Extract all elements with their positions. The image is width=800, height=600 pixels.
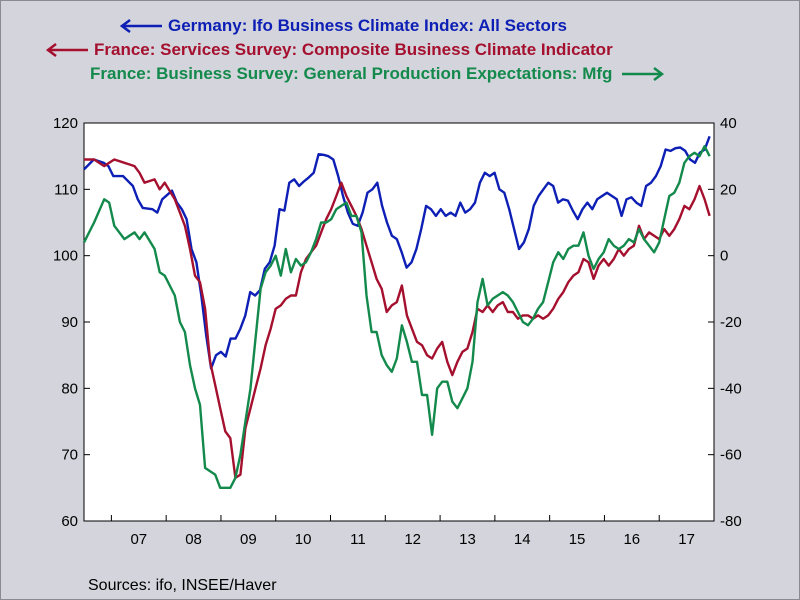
legend-item-france-services: France: Services Survey: Composite Busin… — [46, 39, 613, 61]
x-axis-tick-label: 15 — [569, 531, 586, 548]
left-axis-tick-label: 60 — [61, 513, 78, 530]
x-axis-tick-label: 16 — [623, 531, 640, 548]
left-axis-tick-label: 110 — [54, 181, 78, 198]
x-axis-tick-label: 17 — [678, 531, 695, 548]
right-axis-tick-label: 20 — [720, 181, 737, 198]
legend-item-france-mfg: France: Business Survey: General Product… — [90, 63, 665, 85]
legend-item-germany: Germany: Ifo Business Climate Index: All… — [120, 15, 567, 37]
left-axis-tick-label: 70 — [61, 447, 78, 464]
legend-label-germany: Germany: Ifo Business Climate Index: All… — [168, 16, 567, 35]
series-layer — [82, 135, 711, 489]
axes-layer: 60 70 80 90 100 110 120 -80 -60 -40 -20 0 20 40 07 08 09… — [53, 115, 742, 548]
right-axis-tick-label: -80 — [720, 513, 742, 530]
x-axis-tick-label: 07 — [130, 531, 147, 548]
left-axis-tick-label: 120 — [53, 115, 78, 132]
left-axis-tick-label: 90 — [61, 314, 78, 331]
line-france-services — [84, 158, 711, 480]
right-axis-tick-label: -60 — [720, 447, 742, 464]
right-axis-tick-label: 0 — [720, 248, 728, 265]
left-arrow-icon — [46, 43, 88, 57]
x-axis-tick-label: 12 — [404, 531, 421, 548]
line-germany-ifo — [83, 135, 711, 370]
x-axis-tick-label: 09 — [240, 531, 257, 548]
x-axis-tick-label: 13 — [459, 531, 476, 548]
left-arrow-icon — [120, 19, 162, 33]
x-axis-tick-label: 11 — [350, 531, 366, 548]
right-axis-tick-label: 40 — [720, 115, 737, 132]
legend-label-france-mfg: France: Business Survey: General Product… — [90, 64, 613, 83]
right-arrow-icon — [622, 67, 665, 81]
x-axis-tick-label: 08 — [185, 531, 202, 548]
line-france-mfg — [82, 145, 711, 489]
right-axis-tick-label: -40 — [720, 380, 742, 397]
left-axis-tick-label: 80 — [61, 380, 78, 397]
source-note: Sources: ifo, INSEE/Haver — [88, 577, 277, 594]
plot-area — [83, 122, 715, 522]
right-axis-tick-label: -20 — [720, 314, 742, 331]
left-axis-tick-label: 100 — [53, 248, 78, 265]
legend-label-france-services: France: Services Survey: Composite Busin… — [94, 40, 613, 59]
x-axis-tick-label: 10 — [295, 531, 312, 548]
x-axis-tick-label: 14 — [514, 531, 531, 548]
